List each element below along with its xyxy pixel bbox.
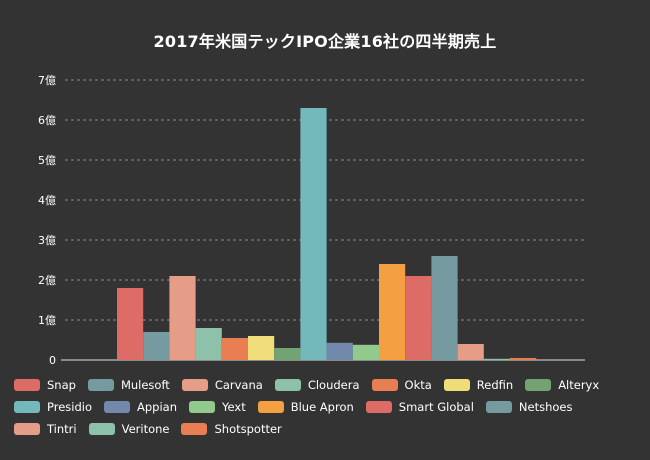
legend-label: Mulesoft	[120, 378, 170, 392]
legend-swatch	[14, 423, 40, 435]
legend-label: Snap	[47, 378, 76, 392]
legend-item-veritone[interactable]: Veritone	[88, 422, 170, 436]
bar-alteryx[interactable]	[274, 348, 301, 360]
legend-label: Shotspotter	[214, 422, 282, 436]
bar-smart-global[interactable]	[405, 276, 432, 360]
legend-swatch	[181, 423, 208, 435]
bar-blue-apron[interactable]	[379, 264, 406, 360]
bar-cloudera[interactable]	[195, 328, 222, 360]
legend-swatch	[525, 379, 552, 391]
legend-label: Blue Apron	[290, 400, 354, 414]
y-tick-label: 6億	[38, 114, 56, 127]
legend-label: Smart Global	[398, 400, 474, 414]
bar-shotspotter[interactable]	[510, 358, 537, 360]
legend-item-snap[interactable]: Snap	[14, 378, 76, 392]
legend-swatch	[87, 379, 114, 391]
bar-okta[interactable]	[221, 338, 248, 360]
legend-item-smart-global[interactable]: Smart Global	[365, 400, 474, 414]
legend-label: Carvana	[214, 378, 263, 392]
legend-label: Alteryx	[558, 378, 600, 392]
bar-redfin[interactable]	[248, 336, 275, 360]
legend-label: Appian	[137, 400, 178, 414]
legend-swatch	[443, 379, 470, 391]
y-tick-label: 7億	[38, 74, 56, 87]
bar-presidio[interactable]	[300, 108, 327, 360]
legend-label: Veritone	[121, 422, 170, 436]
legend-item-tintri[interactable]: Tintri	[14, 422, 77, 436]
chart-title: 2017年米国テックIPO企業16社の四半期売上	[153, 32, 497, 51]
legend-swatch	[274, 379, 301, 391]
legend-item-cloudera[interactable]: Cloudera	[274, 378, 360, 392]
legend-item-yext[interactable]: Yext	[189, 400, 246, 414]
bar-appian[interactable]	[326, 342, 353, 360]
legend-item-netshoes[interactable]: Netshoes	[485, 400, 573, 414]
legend-label: Redfin	[476, 378, 514, 392]
y-tick-label: 4億	[38, 194, 56, 207]
legend-item-redfin[interactable]: Redfin	[443, 378, 514, 392]
legend-label: Cloudera	[307, 378, 360, 392]
bar-veritone[interactable]	[483, 358, 510, 360]
bar-netshoes[interactable]	[431, 256, 458, 360]
legend-label: Tintri	[47, 422, 77, 436]
legend-item-presidio[interactable]: Presidio	[14, 400, 92, 414]
legend-swatch	[371, 379, 398, 391]
legend-swatch	[181, 379, 208, 391]
legend-item-shotspotter[interactable]: Shotspotter	[181, 422, 282, 436]
legend-item-mulesoft[interactable]: Mulesoft	[87, 378, 170, 392]
bar-carvana[interactable]	[169, 276, 196, 360]
legend-label: Yext	[222, 400, 246, 414]
bar-tintri[interactable]	[457, 344, 484, 360]
legend-swatch	[104, 401, 131, 413]
bar-snap[interactable]	[117, 288, 144, 360]
legend-item-blue-apron[interactable]: Blue Apron	[257, 400, 354, 414]
y-tick-label: 3億	[38, 234, 56, 247]
legend-item-okta[interactable]: Okta	[371, 378, 432, 392]
y-tick-label: 1億	[38, 314, 56, 327]
bar-chart: 0 1億 2億 3億 4億 5億 6億 7億	[38, 74, 585, 367]
legend: Snap Mulesoft Carvana Cloudera Okta Redfin Alt…	[14, 378, 644, 436]
bar-yext[interactable]	[352, 344, 379, 360]
legend-swatch	[88, 423, 115, 435]
legend-item-appian[interactable]: Appian	[104, 400, 177, 414]
y-tick-label: 5億	[38, 154, 56, 167]
legend-swatch	[14, 401, 40, 413]
y-tick-label: 2億	[38, 274, 56, 287]
legend-label: Okta	[404, 378, 432, 392]
legend-swatch	[485, 401, 512, 413]
legend-item-carvana[interactable]: Carvana	[181, 378, 263, 392]
legend-label: Presidio	[47, 400, 93, 414]
legend-swatch	[365, 401, 392, 413]
legend-swatch	[14, 379, 40, 391]
legend-label: Netshoes	[518, 400, 573, 414]
bar-mulesoft[interactable]	[143, 332, 170, 360]
legend-swatch	[189, 401, 216, 413]
legend-swatch	[257, 401, 284, 413]
legend-item-alteryx[interactable]: Alteryx	[525, 378, 599, 392]
y-tick-label: 0	[49, 354, 56, 367]
